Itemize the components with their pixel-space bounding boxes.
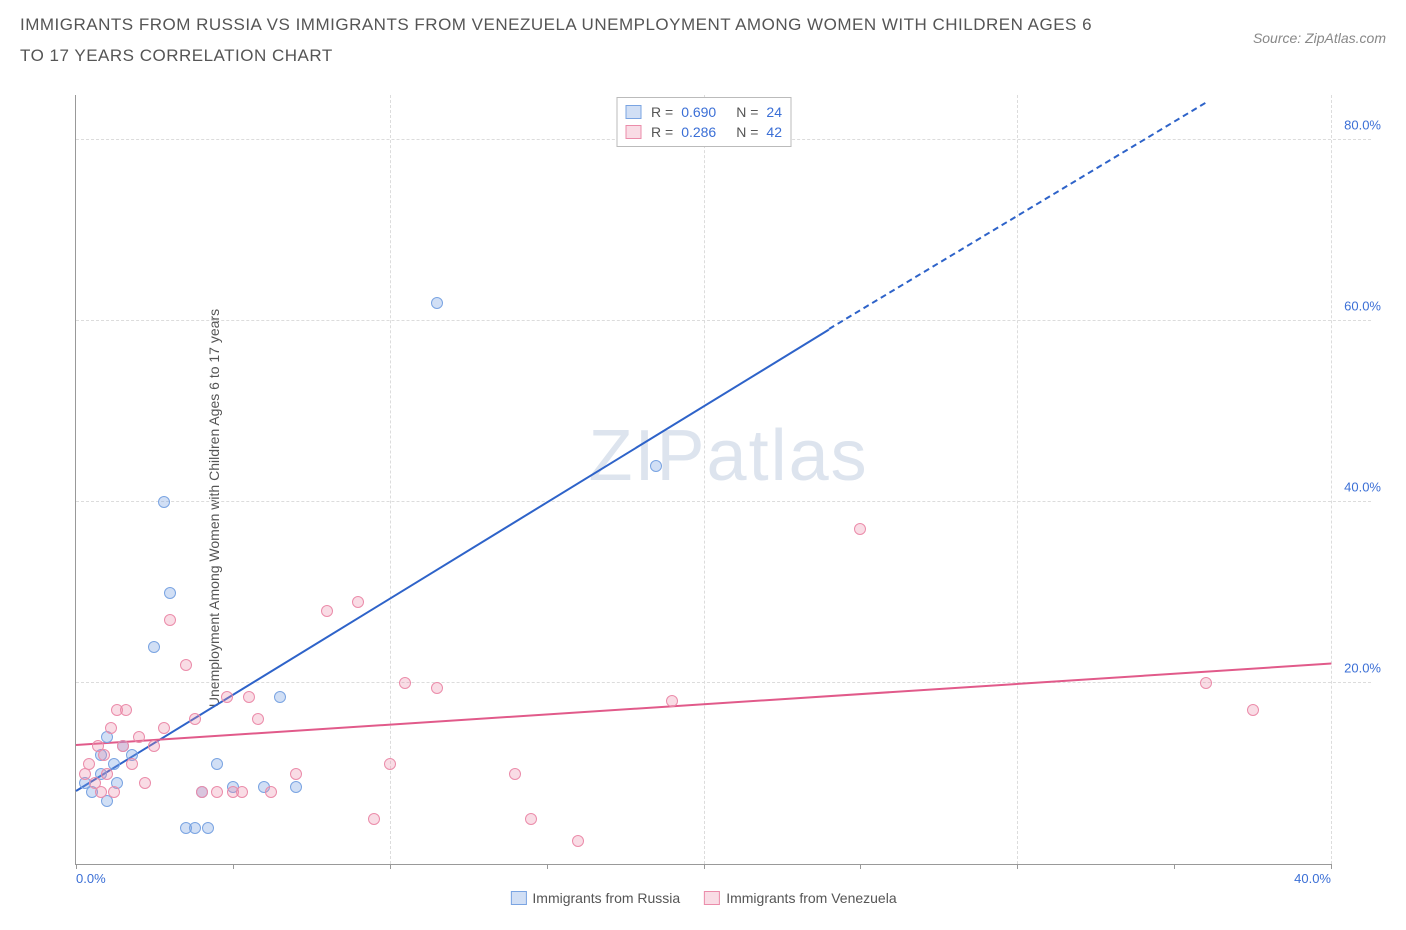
data-point [1247, 704, 1259, 716]
x-tick-mark [1017, 864, 1018, 869]
data-point [321, 605, 333, 617]
x-tick-label: 0.0% [76, 871, 106, 886]
y-tick-label: 20.0% [1344, 661, 1381, 676]
legend-stat-row: R =0.286N =42 [625, 122, 782, 142]
legend-swatch [510, 891, 526, 905]
legend-swatch [625, 105, 641, 119]
legend-stat-row: R =0.690N =24 [625, 102, 782, 122]
data-point [525, 813, 537, 825]
gridline-h [76, 682, 1371, 683]
data-point [666, 695, 678, 707]
data-point [117, 740, 129, 752]
x-tick-mark [704, 864, 705, 869]
data-point [431, 682, 443, 694]
data-point [189, 822, 201, 834]
data-point [158, 496, 170, 508]
y-tick-label: 60.0% [1344, 299, 1381, 314]
data-point [164, 614, 176, 626]
x-tick-mark [547, 864, 548, 869]
data-point [650, 460, 662, 472]
data-point [105, 722, 117, 734]
data-point [274, 691, 286, 703]
data-point [399, 677, 411, 689]
legend-swatch [625, 125, 641, 139]
data-point [572, 835, 584, 847]
data-point [290, 768, 302, 780]
x-tick-mark [1174, 864, 1175, 869]
data-point [101, 768, 113, 780]
watermark: ZIPatlas [589, 415, 869, 497]
data-point [126, 758, 138, 770]
legend-item: Immigrants from Venezuela [704, 890, 896, 906]
data-point [148, 641, 160, 653]
gridline-v [704, 95, 705, 864]
source-label: Source: ZipAtlas.com [1253, 30, 1386, 46]
legend-stats: R =0.690N =24R =0.286N =42 [616, 97, 791, 147]
data-point [211, 786, 223, 798]
data-point [211, 758, 223, 770]
chart-container: Unemployment Among Women with Children A… [20, 95, 1386, 920]
x-tick-mark [1331, 864, 1332, 869]
legend-label: Immigrants from Venezuela [726, 890, 896, 906]
data-point [252, 713, 264, 725]
data-point [148, 740, 160, 752]
x-tick-mark [233, 864, 234, 869]
data-point [139, 777, 151, 789]
data-point [120, 704, 132, 716]
data-point [196, 786, 208, 798]
data-point [854, 523, 866, 535]
data-point [509, 768, 521, 780]
trend-line [75, 328, 829, 791]
plot-area: ZIPatlas R =0.690N =24R =0.286N =42 Immi… [75, 95, 1331, 865]
x-tick-mark [860, 864, 861, 869]
data-point [290, 781, 302, 793]
data-point [189, 713, 201, 725]
data-point [431, 297, 443, 309]
y-tick-label: 80.0% [1344, 118, 1381, 133]
data-point [95, 786, 107, 798]
legend-label: Immigrants from Russia [532, 890, 680, 906]
gridline-v [390, 95, 391, 864]
data-point [236, 786, 248, 798]
x-tick-label: 40.0% [1294, 871, 1331, 886]
data-point [98, 749, 110, 761]
data-point [368, 813, 380, 825]
data-point [221, 691, 233, 703]
data-point [180, 659, 192, 671]
data-point [158, 722, 170, 734]
gridline-h [76, 320, 1371, 321]
x-tick-mark [390, 864, 391, 869]
data-point [202, 822, 214, 834]
legend-swatch [704, 891, 720, 905]
data-point [164, 587, 176, 599]
x-tick-mark [76, 864, 77, 869]
data-point [384, 758, 396, 770]
data-point [352, 596, 364, 608]
data-point [108, 786, 120, 798]
gridline-h [76, 501, 1371, 502]
page-title: IMMIGRANTS FROM RUSSIA VS IMMIGRANTS FRO… [20, 10, 1120, 71]
gridline-v [1331, 95, 1332, 864]
legend-series: Immigrants from Russia Immigrants from Ve… [510, 890, 896, 906]
data-point [243, 691, 255, 703]
y-tick-label: 40.0% [1344, 480, 1381, 495]
data-point [265, 786, 277, 798]
gridline-v [1017, 95, 1018, 864]
data-point [1200, 677, 1212, 689]
legend-item: Immigrants from Russia [510, 890, 680, 906]
data-point [83, 758, 95, 770]
data-point [133, 731, 145, 743]
